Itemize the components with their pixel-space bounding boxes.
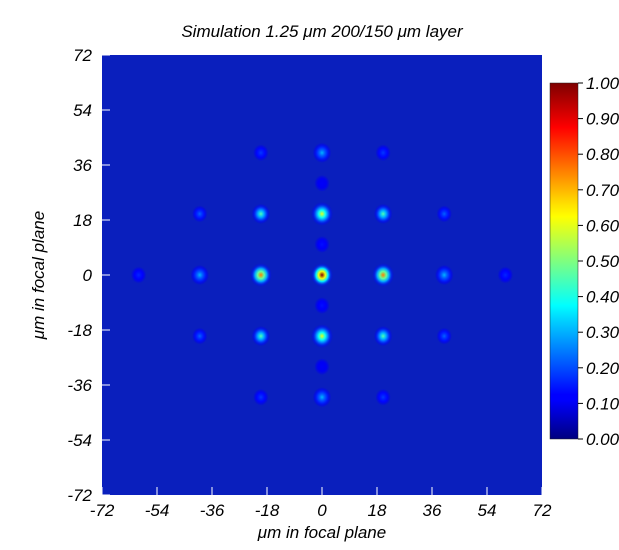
heatmap-spot	[251, 325, 271, 347]
colorbar-ticks: 1.00 0.90 0.80 0.70 0.60 0.50 0.40 0.30 0.20 0.10…	[578, 74, 619, 449]
y-tick-label: -36	[67, 376, 92, 395]
colorbar-tick-label: 0.80	[586, 145, 619, 164]
x-tick-label: 72	[533, 501, 552, 520]
x-tick-label: 36	[423, 501, 442, 520]
chart-title: Simulation 1.25 μm 200/150 μm layer	[181, 22, 464, 41]
x-tick-label: -36	[200, 501, 225, 520]
colorbar-tick-label: 0.60	[586, 216, 619, 235]
heatmap-spot	[314, 174, 330, 192]
y-tick-label: 36	[73, 156, 92, 175]
colorbar-tick-label: 0.20	[586, 359, 619, 378]
colorbar-tick-label: 0.40	[586, 288, 619, 307]
heatmap-spot	[373, 203, 393, 225]
heatmap-spot	[253, 144, 269, 162]
heatmap-spot	[192, 327, 208, 345]
heatmap-spot	[434, 264, 454, 286]
y-tick-label: -54	[67, 431, 92, 450]
x-tick-label: -54	[145, 501, 170, 520]
heatmap-spot	[251, 203, 271, 225]
heatmap-spot	[497, 266, 514, 284]
heatmap-spot	[253, 388, 269, 406]
heatmap-spot	[372, 263, 395, 287]
colorbar-tick-label: 0.50	[586, 252, 619, 271]
heatmap-spot	[312, 387, 332, 408]
heatmap-spot	[311, 201, 333, 226]
heatmap-spot	[249, 263, 272, 287]
heatmap-spot	[314, 297, 330, 314]
x-axis-label: μm in focal plane	[257, 523, 386, 542]
heatmap-spot	[436, 327, 452, 345]
colorbar-tick-label: 0.90	[586, 110, 619, 129]
colorbar-tick-label: 1.00	[586, 74, 619, 93]
heatmap-spot	[375, 388, 391, 406]
colorbar-tick-label: 0.00	[586, 430, 619, 449]
colorbar	[549, 82, 579, 440]
heatmap-spot	[190, 264, 210, 286]
y-axis-label: μm in focal plane	[29, 211, 48, 340]
y-axis-ticks: 72 54 36 18 0 -18 -36 -54 -72	[67, 46, 110, 505]
heatmap-spot	[312, 142, 332, 163]
y-tick-label: 0	[83, 266, 93, 285]
heatmap-spot	[192, 205, 208, 223]
heatmap-spot	[375, 144, 391, 162]
x-tick-label: -72	[90, 501, 115, 520]
y-tick-label: -18	[67, 321, 92, 340]
x-tick-label: 54	[478, 501, 497, 520]
heatmap-spot	[373, 325, 393, 347]
heatmap-spots	[130, 142, 514, 408]
y-tick-label: 18	[73, 211, 92, 230]
heatmap-spot	[436, 205, 452, 223]
heatmap-spot	[311, 263, 333, 287]
y-tick-label: -72	[67, 486, 92, 505]
heatmap-spot	[314, 358, 330, 376]
heatmap-spot	[311, 324, 333, 349]
colorbar-tick-label: 0.70	[586, 181, 619, 200]
y-tick-label: 72	[73, 46, 92, 65]
y-tick-label: 54	[73, 101, 92, 120]
x-tick-label: -18	[255, 501, 280, 520]
heatmap-spot	[130, 266, 147, 284]
x-axis-ticks: -72 -54 -36 -18 0 18 36 54 72	[90, 487, 552, 520]
heatmap-spot	[314, 236, 330, 253]
colorbar-tick-label: 0.10	[586, 394, 619, 413]
colorbar-tick-label: 0.30	[586, 323, 619, 342]
x-tick-label: 0	[317, 501, 327, 520]
x-tick-label: 18	[368, 501, 387, 520]
